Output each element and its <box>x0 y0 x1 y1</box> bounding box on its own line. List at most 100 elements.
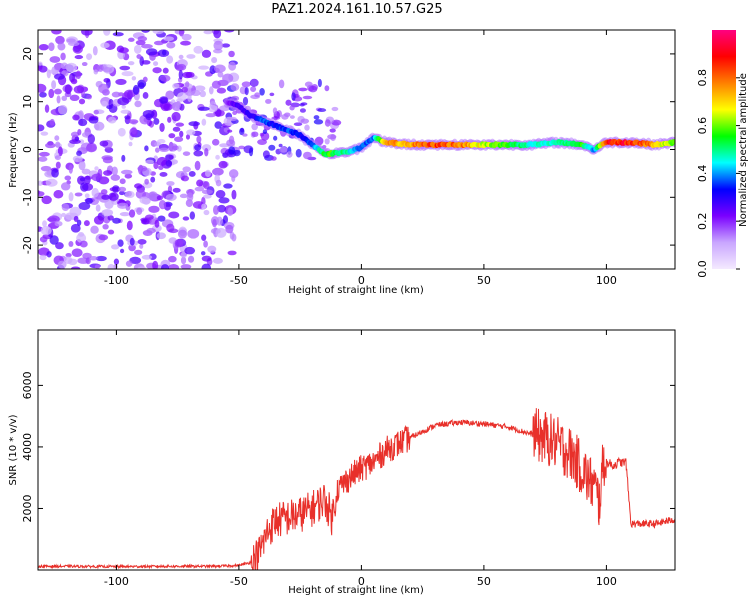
spectrogram-noise-blob <box>228 50 235 58</box>
spectrogram-noise-blob <box>65 62 78 73</box>
spectrogram-noise-blob <box>242 96 249 106</box>
spectrogram-noise-blob <box>278 79 285 89</box>
spectrogram-noise-blob <box>249 78 259 87</box>
spectrogram-noise-blob <box>168 133 176 139</box>
x-tick-label: 0 <box>358 274 365 287</box>
spectrogram-noise-blob <box>111 91 121 98</box>
spectrogram-noise-blob <box>217 204 227 213</box>
spectrogram-noise-blob <box>166 55 174 64</box>
spectrogram-noise-blob <box>112 185 120 193</box>
spectrogram-noise-blob <box>126 220 133 231</box>
spectrogram-noise-blob <box>73 215 79 222</box>
spectrogram-noise-blob <box>133 44 142 54</box>
spectrogram-noise-blob <box>142 76 148 83</box>
spectrogram-noise-blob <box>141 254 153 260</box>
spectrogram-noise-blob <box>182 151 191 156</box>
spectrogram-noise-blob <box>39 236 48 243</box>
spectrogram-noise-blob <box>178 54 184 60</box>
spectrogram-noise-blob <box>77 128 82 136</box>
spectrogram-noise-blob <box>103 78 111 83</box>
spectrogram-noise-blob <box>159 171 168 177</box>
spectrogram-noise-blob <box>103 170 113 176</box>
spectrogram-noise-blob <box>38 43 49 51</box>
spectrogram-noise-blob <box>117 97 130 106</box>
spectrogram-noise-blob <box>101 194 110 200</box>
spectrogram-noise-blob <box>194 186 205 192</box>
spectrogram-noise-blob <box>68 241 74 247</box>
spectrogram-noise-blob <box>161 49 167 56</box>
x-tick-label: -50 <box>230 274 248 287</box>
spectrogram-image <box>38 30 675 269</box>
spectrogram-noise-blob <box>99 140 109 147</box>
spectrogram-noise-blob <box>117 127 126 137</box>
spectrogram-noise-blob <box>231 189 237 200</box>
spectrogram-noise-blob <box>97 168 103 178</box>
spectrogram-noise-blob <box>215 190 226 199</box>
spectrogram-noise-blob <box>48 88 55 99</box>
colorbar-tick-label: 0.0 <box>696 260 709 278</box>
spectrogram-noise-blob <box>212 138 220 146</box>
spectrogram-noise-blob <box>168 143 178 152</box>
spectrogram-noise-blob <box>291 92 296 101</box>
spectrogram-noise-blob <box>93 121 105 131</box>
spectrogram-noise-blob <box>313 119 324 125</box>
spectrogram-noise-blob <box>231 175 236 182</box>
colorbar-tick-label: 0.4 <box>696 165 709 183</box>
colorbar-label: Normalized spectral amplitude <box>738 73 749 227</box>
spectrogram-y-label: Frequency (Hz) <box>8 112 19 188</box>
spectrogram-noise-blob <box>187 92 192 103</box>
spectrogram-noise-blob <box>128 37 135 42</box>
spectrogram-noise-blob <box>144 178 149 185</box>
spectrogram-noise-blob <box>93 215 104 225</box>
spectrogram-noise-blob <box>213 205 219 215</box>
spectrogram-noise-blob <box>61 212 66 217</box>
x-tick-label: 100 <box>596 274 617 287</box>
spectrogram-noise-blob <box>211 80 221 89</box>
spectrogram-noise-blob <box>124 115 131 120</box>
spectrogram-noise-blob <box>92 45 98 56</box>
spectrogram-noise-blob <box>73 85 85 94</box>
spectrogram-noise-blob <box>118 186 127 193</box>
spectrogram-noise-blob <box>225 224 234 234</box>
spectrogram-noise-blob <box>72 155 83 163</box>
spectrogram-noise-blob <box>203 240 208 248</box>
spectrogram-noise-blob <box>40 225 52 236</box>
spectrogram-noise-blob <box>216 87 227 94</box>
spectrogram-noise-blob <box>38 83 47 93</box>
spectrogram-noise-blob <box>61 203 70 211</box>
spectrogram-noise-blob <box>204 147 209 157</box>
spectrogram-noise-blob <box>103 30 111 36</box>
spectrogram-noise-blob <box>45 178 58 187</box>
spectrogram-noise-blob <box>38 190 41 195</box>
x-tick-label: 50 <box>477 575 491 588</box>
spectrogram-noise-blob <box>156 195 163 201</box>
spectrogram-noise-blob <box>80 182 89 192</box>
spectrogram-noise-blob <box>124 190 135 199</box>
spectrogram-noise-blob <box>55 141 61 148</box>
spectrogram-noise-blob <box>76 219 82 226</box>
spectrogram-noise-blob <box>53 88 62 95</box>
spectrogram-noise-blob <box>128 119 139 124</box>
spectrogram-noise-blob <box>134 100 142 108</box>
spectrogram-noise-blob <box>115 78 127 86</box>
spectrogram-noise-blob <box>117 202 129 209</box>
spectrogram-noise-blob <box>63 256 73 264</box>
spectrogram-noise-blob <box>324 119 331 127</box>
y-tick-label: 4000 <box>21 433 34 461</box>
spectrogram-noise-blob <box>72 114 80 121</box>
spectrogram-noise-blob <box>228 146 236 155</box>
spectrogram-noise-blob <box>152 30 165 35</box>
snr-y-axis: 2000 4000 6000 <box>21 371 675 522</box>
spectrogram-noise-blob <box>168 263 180 269</box>
spectrogram-noise-blob <box>180 256 187 265</box>
spectrogram-noise-blob <box>175 122 185 127</box>
spectrogram-noise-blob <box>230 83 240 92</box>
spectrogram-noise-blob <box>70 223 81 233</box>
spectrogram-noise-blob <box>146 227 156 234</box>
colorbar-gradient <box>712 30 736 269</box>
spectrogram-noise-blob <box>119 212 130 217</box>
spectrogram-noise-blob <box>159 96 169 105</box>
spectrogram-noise-blob <box>39 254 47 261</box>
